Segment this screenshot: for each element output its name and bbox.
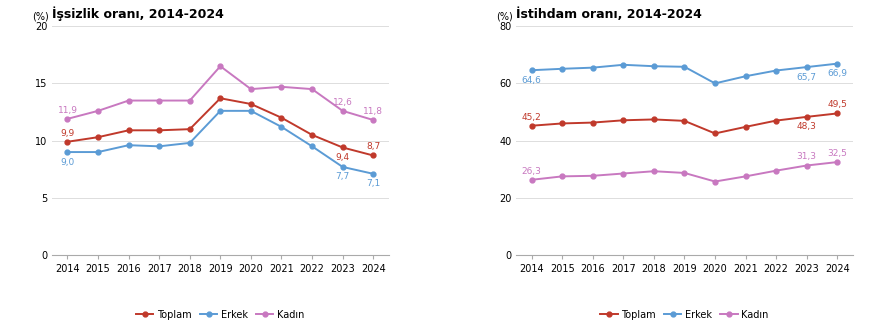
Erkek: [587, 66, 597, 70]
Text: 11,8: 11,8: [362, 107, 382, 116]
Toplam: [526, 124, 536, 128]
Text: (%): (%): [32, 11, 49, 22]
Text: 8,7: 8,7: [366, 142, 380, 151]
Toplam: [770, 119, 780, 123]
Kadın: [63, 117, 73, 121]
Toplam: [556, 121, 567, 125]
Legend: Toplam, Erkek, Kadın: Toplam, Erkek, Kadın: [595, 306, 772, 323]
Text: 65,7: 65,7: [796, 73, 816, 82]
Kadın: [800, 164, 811, 167]
Toplam: [709, 131, 720, 135]
Erkek: [709, 81, 720, 85]
Toplam: [184, 127, 195, 131]
Erkek: [368, 172, 378, 176]
Kadın: [368, 118, 378, 122]
Erkek: [93, 150, 103, 154]
Text: 9,0: 9,0: [60, 158, 75, 167]
Line: Erkek: Erkek: [528, 61, 839, 86]
Erkek: [679, 65, 689, 69]
Kadın: [93, 109, 103, 113]
Kadın: [526, 178, 536, 182]
Toplam: [617, 118, 627, 122]
Erkek: [276, 125, 287, 129]
Line: Toplam: Toplam: [65, 96, 375, 158]
Toplam: [740, 125, 750, 129]
Erkek: [800, 65, 811, 69]
Toplam: [587, 121, 597, 125]
Kadın: [617, 172, 627, 176]
Erkek: [245, 109, 255, 113]
Text: 31,3: 31,3: [796, 152, 816, 161]
Kadın: [587, 174, 597, 178]
Kadın: [679, 171, 689, 175]
Kadın: [709, 180, 720, 183]
Text: İstihdam oranı, 2014-2024: İstihdam oranı, 2014-2024: [515, 7, 701, 21]
Toplam: [93, 135, 103, 139]
Erkek: [337, 165, 348, 169]
Toplam: [245, 102, 255, 106]
Toplam: [123, 128, 134, 132]
Erkek: [831, 62, 841, 66]
Erkek: [307, 144, 317, 148]
Kadın: [556, 174, 567, 178]
Toplam: [679, 119, 689, 123]
Toplam: [63, 140, 73, 144]
Kadın: [154, 98, 164, 102]
Toplam: [276, 116, 287, 120]
Text: İşsizlik oranı, 2014-2024: İşsizlik oranı, 2014-2024: [52, 6, 224, 21]
Legend: Toplam, Erkek, Kadın: Toplam, Erkek, Kadın: [132, 306, 308, 323]
Toplam: [337, 146, 348, 149]
Kadın: [831, 160, 841, 164]
Kadın: [770, 169, 780, 173]
Text: 26,3: 26,3: [521, 167, 541, 176]
Text: 49,5: 49,5: [826, 100, 846, 109]
Text: 9,9: 9,9: [60, 129, 75, 138]
Erkek: [740, 74, 750, 78]
Erkek: [123, 143, 134, 147]
Toplam: [800, 115, 811, 119]
Text: 48,3: 48,3: [796, 122, 816, 131]
Toplam: [307, 133, 317, 137]
Toplam: [154, 128, 164, 132]
Text: 7,7: 7,7: [335, 172, 349, 181]
Toplam: [648, 117, 659, 121]
Kadın: [123, 98, 134, 102]
Kadın: [307, 87, 317, 91]
Toplam: [368, 153, 378, 157]
Toplam: [215, 96, 225, 100]
Erkek: [154, 144, 164, 148]
Erkek: [526, 68, 536, 72]
Erkek: [63, 150, 73, 154]
Kadın: [245, 87, 255, 91]
Text: 9,4: 9,4: [335, 153, 349, 162]
Text: (%): (%): [495, 11, 513, 22]
Erkek: [215, 109, 225, 113]
Line: Erkek: Erkek: [65, 109, 375, 176]
Kadın: [276, 85, 287, 89]
Erkek: [556, 67, 567, 71]
Text: 45,2: 45,2: [521, 112, 541, 122]
Line: Kadın: Kadın: [65, 64, 375, 122]
Kadın: [337, 109, 348, 113]
Line: Toplam: Toplam: [528, 111, 839, 136]
Erkek: [648, 64, 659, 68]
Kadın: [184, 98, 195, 102]
Text: 66,9: 66,9: [826, 69, 846, 78]
Text: 7,1: 7,1: [366, 179, 380, 188]
Erkek: [770, 69, 780, 73]
Text: 11,9: 11,9: [57, 106, 77, 115]
Text: 32,5: 32,5: [826, 149, 846, 158]
Line: Kadın: Kadın: [528, 160, 839, 184]
Erkek: [184, 141, 195, 145]
Text: 12,6: 12,6: [332, 98, 352, 107]
Text: 64,6: 64,6: [521, 76, 541, 85]
Kadın: [740, 174, 750, 178]
Erkek: [617, 63, 627, 67]
Toplam: [831, 112, 841, 115]
Kadın: [648, 169, 659, 173]
Kadın: [215, 64, 225, 68]
